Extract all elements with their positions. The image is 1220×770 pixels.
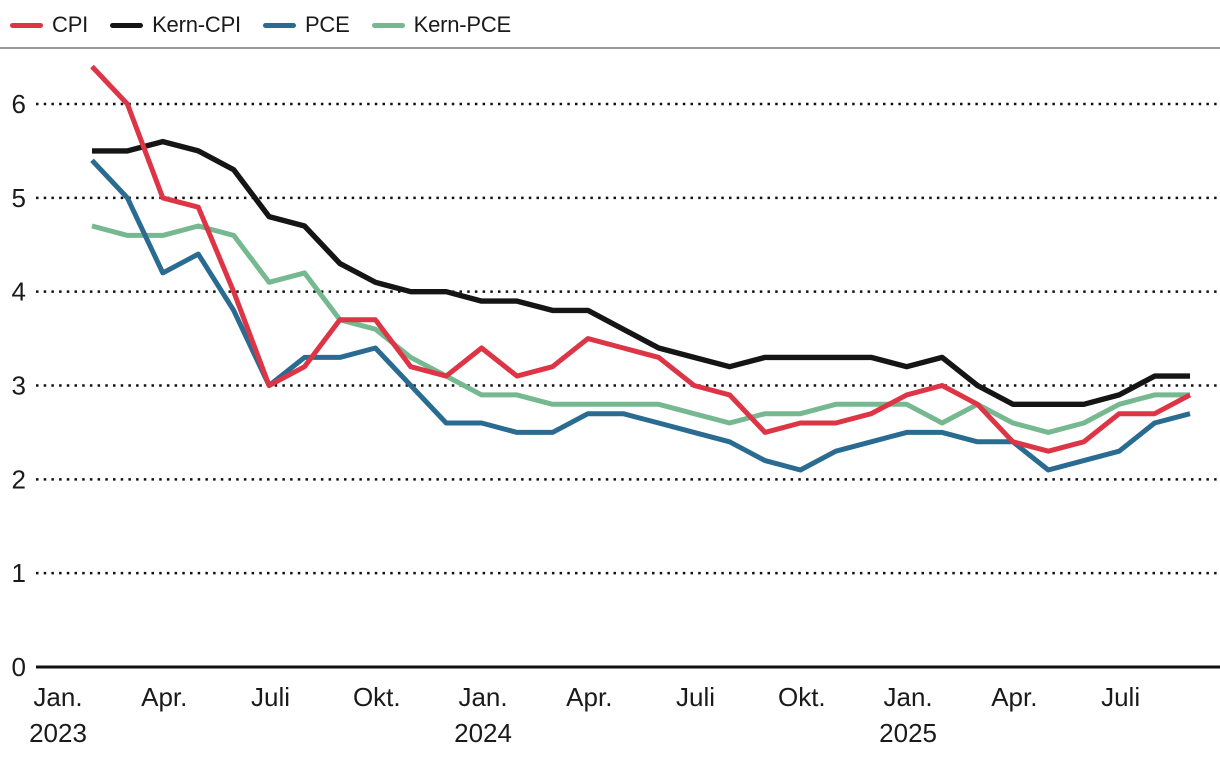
- legend-label-kern-pce: Kern-PCE: [413, 12, 512, 37]
- legend-item-kern-pce: Kern-PCE: [371, 12, 512, 38]
- y-tick-label-2: 2: [12, 464, 26, 494]
- x-tick-label: Jan.: [458, 682, 507, 712]
- pce-line-swatch-icon: [262, 22, 296, 28]
- legend-label-pce: PCE: [304, 12, 350, 37]
- x-tick-label: Okt.: [353, 682, 401, 712]
- x-tick-label: Okt.: [778, 682, 826, 712]
- legend-item-kern-cpi: Kern-CPI: [110, 12, 241, 38]
- series-line-kern-pce: [91, 223, 1190, 435]
- x-tick-label: Jan.: [33, 682, 82, 712]
- y-tick-label-5: 5: [12, 183, 26, 213]
- y-tick-label-3: 3: [12, 371, 26, 401]
- x-tick-label: Apr.: [141, 682, 187, 712]
- series-line-kern-cpi: [92, 138, 1190, 407]
- y-tick-label-4: 4: [12, 277, 26, 307]
- series-line-cpi: [90, 64, 1192, 454]
- x-tick-year-label: 2023: [29, 718, 87, 748]
- kern-cpi-line-swatch-icon: [110, 22, 144, 28]
- x-tick-label: Juli: [676, 682, 715, 712]
- x-tick-label: Apr.: [991, 682, 1037, 712]
- legend-item-cpi: CPI: [10, 12, 88, 38]
- y-tick-label-0: 0: [12, 652, 26, 682]
- x-tick-year-label: 2024: [454, 718, 512, 748]
- legend-label-cpi: CPI: [52, 12, 89, 37]
- chart-legend: CPI Kern-CPI PCE Kern-PCE: [10, 12, 511, 38]
- series-line-pce: [90, 158, 1191, 473]
- y-tick-label-6: 6: [12, 89, 26, 119]
- cpi-line-swatch-icon: [10, 22, 43, 28]
- legend-label-kern-cpi: Kern-CPI: [152, 12, 241, 37]
- x-tick-label: Jan.: [884, 682, 933, 712]
- x-tick-label: Juli: [1101, 682, 1140, 712]
- x-tick-year-label: 2025: [879, 718, 937, 748]
- kern-pce-line-swatch-icon: [371, 22, 405, 28]
- legend-item-pce: PCE: [262, 12, 350, 38]
- y-tick-label-1: 1: [12, 558, 26, 588]
- legend-separator: [0, 47, 1220, 49]
- x-tick-label: Juli: [251, 682, 290, 712]
- x-tick-label: Apr.: [566, 682, 612, 712]
